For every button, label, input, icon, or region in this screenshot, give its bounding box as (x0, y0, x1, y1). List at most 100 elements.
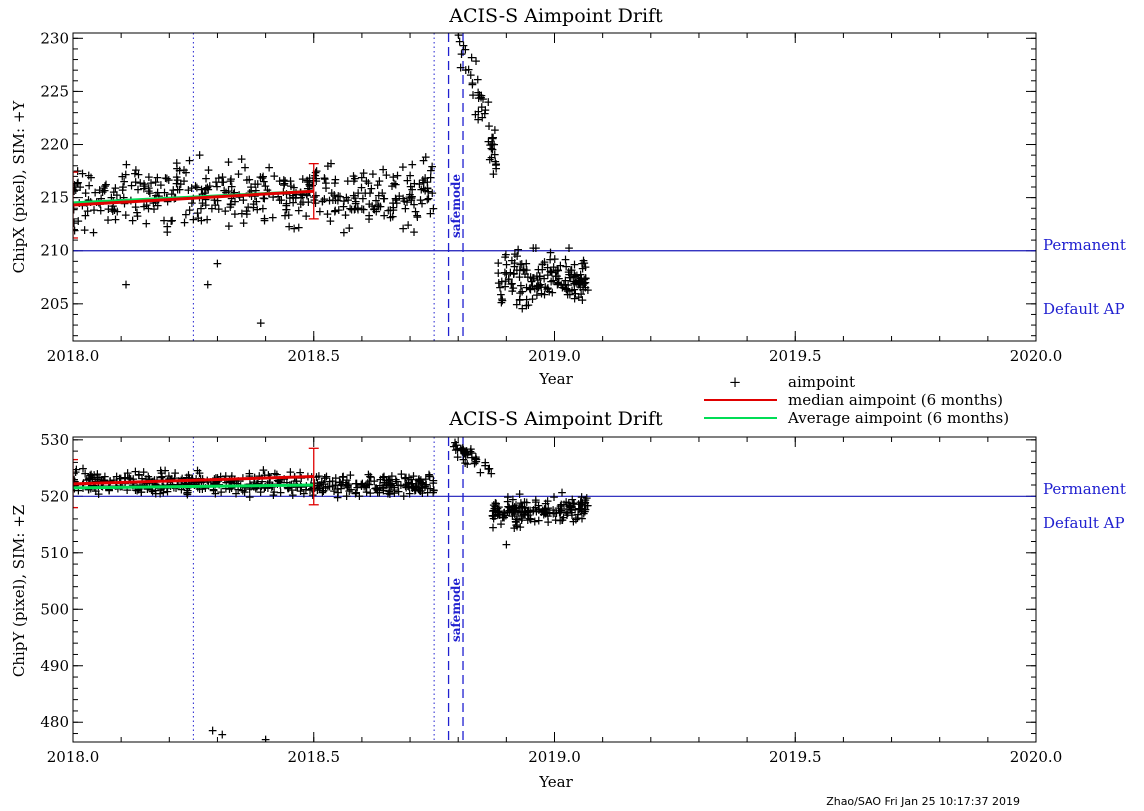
aimpoint-marker: + (512, 517, 521, 535)
aimpoint-marker: + (289, 178, 298, 196)
aimpoint-marker: + (578, 291, 587, 309)
aimpoint-marker: + (478, 109, 487, 127)
aimpoint-marker: + (528, 269, 537, 287)
aimpoint-marker: + (581, 491, 590, 509)
aimpoint-marker: + (569, 494, 578, 512)
aimpoint-marker: + (473, 71, 482, 89)
aimpoint-marker: + (219, 173, 228, 191)
aimpoint-marker: + (549, 258, 558, 276)
aimpoint-marker: + (118, 167, 127, 185)
aimpoint-marker: + (389, 201, 398, 219)
aimpoint-marker: + (245, 480, 254, 498)
aimpoint-marker: + (461, 445, 470, 463)
aimpoint-marker: + (368, 197, 377, 215)
chipx-y-axis-label: ChipX (pixel), SIM: +Y (10, 100, 28, 274)
aimpoint-marker: + (504, 270, 513, 288)
aimpoint-marker: + (493, 505, 502, 523)
aimpoint-marker: + (550, 504, 559, 522)
aimpoint-marker: + (320, 170, 329, 188)
aimpoint-marker: + (408, 475, 417, 493)
aimpoint-marker: + (145, 470, 154, 488)
aimpoint-marker: + (355, 487, 364, 505)
aimpoint-marker: + (467, 49, 476, 67)
aimpoint-marker: + (224, 217, 233, 235)
chipx-y-tick-label: 210 (40, 242, 69, 260)
aimpoint-marker: + (501, 246, 510, 264)
aimpoint-marker: + (87, 465, 96, 483)
aimpoint-marker: + (488, 507, 497, 525)
aimpoint-marker: + (70, 214, 79, 232)
aimpoint-marker: + (529, 269, 538, 287)
aimpoint-marker: + (321, 469, 330, 487)
aimpoint-marker: + (78, 459, 87, 477)
aimpoint-marker: + (272, 465, 281, 483)
aimpoint-marker: + (328, 472, 337, 490)
aimpoint-marker: + (471, 449, 480, 467)
aimpoint-marker: + (574, 273, 583, 291)
aimpoint-marker: + (73, 174, 82, 192)
aimpoint-marker: + (512, 296, 521, 314)
aimpoint-marker: + (352, 484, 361, 502)
aimpoint-marker: + (379, 190, 388, 208)
aimpoint-marker: + (198, 480, 207, 498)
aimpoint-marker: + (515, 291, 524, 309)
aimpoint-marker: + (84, 167, 93, 185)
aimpoint-marker: + (201, 196, 210, 214)
aimpoint-marker: + (463, 445, 472, 463)
aimpoint-marker: + (214, 169, 223, 187)
aimpoint-marker: + (260, 210, 269, 228)
aimpoint-marker: + (564, 276, 573, 294)
aimpoint-marker: + (201, 190, 210, 208)
aimpoint-marker: + (224, 153, 233, 171)
aimpoint-marker: + (129, 470, 138, 488)
aimpoint-marker: + (511, 513, 520, 531)
aimpoint-marker: + (489, 129, 498, 147)
aimpoint-marker: + (194, 473, 203, 491)
aimpoint-marker: + (511, 496, 520, 514)
aimpoint-marker: + (395, 187, 404, 205)
aimpoint-marker: + (365, 195, 374, 213)
aimpoint-marker: + (528, 277, 537, 295)
aimpoint-marker: + (553, 261, 562, 279)
aimpoint-marker: + (456, 439, 465, 457)
aimpoint-marker: + (384, 471, 393, 489)
aimpoint-marker: + (149, 194, 158, 212)
aimpoint-marker: + (364, 174, 373, 192)
aimpoint-marker: + (352, 475, 361, 493)
aimpoint-marker: + (148, 483, 157, 501)
aimpoint-marker: + (524, 296, 533, 314)
aimpoint-marker: + (401, 477, 410, 495)
aimpoint-marker: + (567, 501, 576, 519)
aimpoint-marker: + (510, 498, 519, 516)
aimpoint-marker: + (425, 467, 434, 485)
aimpoint-marker: + (362, 483, 371, 501)
aimpoint-marker: + (509, 503, 518, 521)
aimpoint-marker: + (217, 483, 226, 501)
aimpoint-marker: + (107, 188, 116, 206)
aimpoint-marker: + (212, 474, 221, 492)
aimpoint-marker: + (513, 511, 522, 529)
aimpoint-marker: + (137, 469, 146, 487)
aimpoint-marker: + (292, 185, 301, 203)
aimpoint-marker: + (404, 216, 413, 234)
aimpoint-marker: + (418, 484, 427, 502)
aimpoint-marker: + (144, 468, 153, 486)
aimpoint-marker: + (237, 204, 246, 222)
aimpoint-marker: + (288, 186, 297, 204)
aimpoint-marker: + (520, 499, 529, 517)
aimpoint-marker: + (372, 202, 381, 220)
aimpoint-marker: + (315, 479, 324, 497)
aimpoint-marker: + (336, 474, 345, 492)
aimpoint-marker: + (379, 160, 388, 178)
chipy-x-tick-label: 2018.5 (288, 748, 341, 766)
aimpoint-marker: + (73, 174, 82, 192)
aimpoint-marker: + (91, 184, 100, 202)
aimpoint-marker: + (366, 184, 375, 202)
aimpoint-marker: + (570, 274, 579, 292)
aimpoint-marker: + (466, 440, 475, 458)
aimpoint-marker: + (177, 476, 186, 494)
aimpoint-marker: + (226, 198, 235, 216)
aimpoint-marker: + (204, 180, 213, 198)
aimpoint-marker: + (161, 461, 170, 479)
aimpoint-marker: + (312, 162, 321, 180)
